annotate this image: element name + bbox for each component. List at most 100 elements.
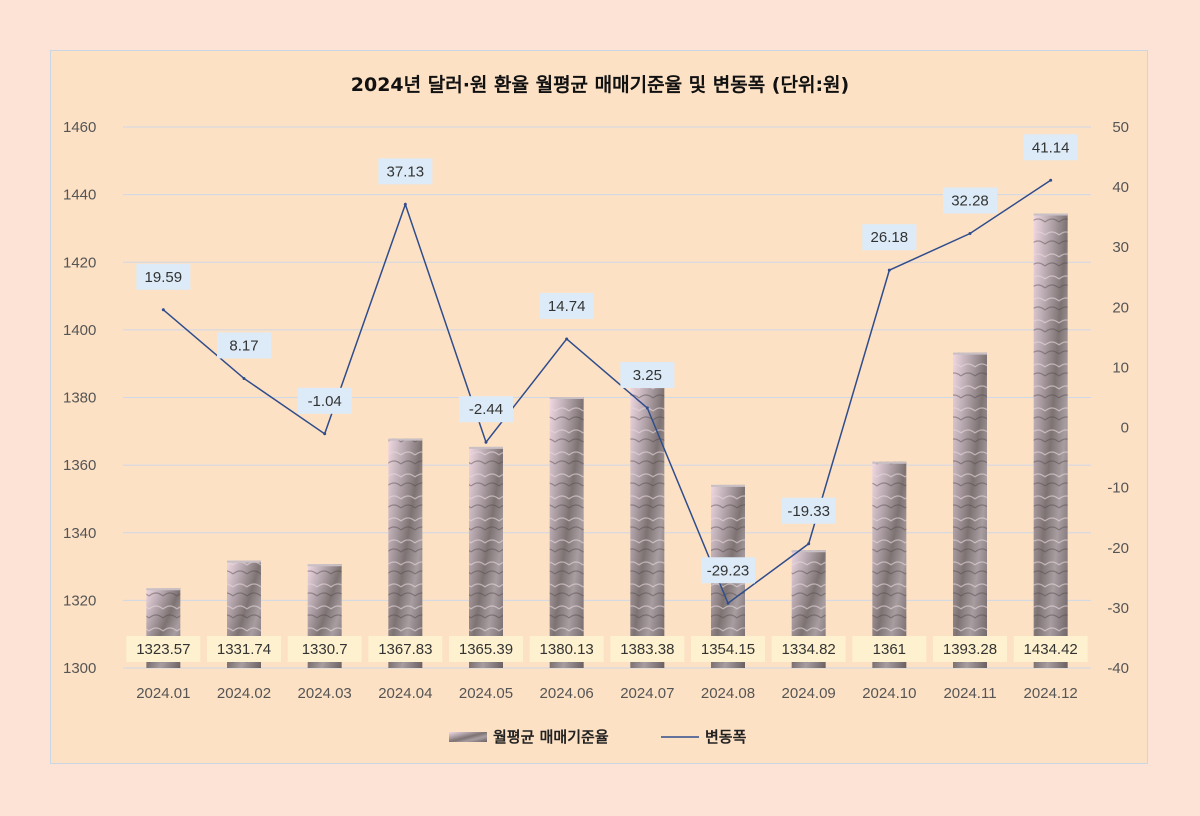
bar-data-label: 1334.82 [782, 641, 836, 658]
y-left-tick-label: 1380 [63, 390, 96, 407]
x-tick-label: 2024.09 [782, 685, 836, 702]
line-point [161, 308, 165, 312]
x-tick-label: 2024.01 [136, 685, 190, 702]
left-axis: 1300 1320 1340 1360 1380 1400 1420 1440 1460 [63, 119, 96, 677]
line-point [484, 440, 488, 444]
line-data-label-box [862, 224, 917, 251]
right-axis: -40 -30 -20 -10 0 10 20 30 40 50 [1107, 119, 1129, 677]
line-data-label-box [620, 362, 675, 389]
bar-data-label: 1393.28 [943, 641, 997, 658]
line-point [807, 542, 811, 546]
bar-texture [549, 397, 584, 668]
line-point [1049, 178, 1053, 182]
y-left-tick-label: 1440 [63, 187, 96, 204]
legend-label-line: 변동폭 [705, 728, 747, 746]
line-data-label: -2.44 [469, 401, 503, 418]
x-tick-label: 2024.07 [620, 685, 674, 702]
line-data-label: 32.28 [951, 193, 989, 210]
bar-texture [388, 438, 423, 668]
bar-data-label-box [933, 636, 1007, 662]
gridlines [123, 126, 1091, 669]
line-point [887, 268, 891, 272]
line-point [242, 376, 246, 380]
line-data-label: -19.33 [787, 503, 830, 520]
x-tick-label: 2024.02 [217, 685, 271, 702]
bar-data-label-box [1013, 636, 1088, 662]
line-point [645, 406, 649, 410]
bar-data-label: 1330.7 [302, 641, 348, 658]
legend: 월평균 매매기준율 변동폭 [449, 728, 747, 746]
y-right-tick-label: -40 [1107, 660, 1129, 677]
chart-svg: 2024년 달러·원 환율 월평균 매매기준율 및 변동폭 (단위:원) 132… [63, 74, 1129, 746]
bar-data-label: 1383.38 [620, 641, 674, 658]
line-data-label-box [378, 158, 433, 185]
line-data-label: -29.23 [707, 562, 750, 579]
bar-data-label: 1367.83 [378, 641, 432, 658]
y-left-tick-label: 1300 [63, 660, 96, 677]
bar-data-labels: 1323.57 1331.74 1330.7 1367.83 1365.39 1380.1… [126, 636, 1088, 662]
x-tick-label: 2024.06 [540, 685, 594, 702]
legend-label-bar: 월평균 매매기준율 [493, 728, 609, 746]
bar-texture [953, 352, 987, 668]
x-tick-label: 2024.12 [1024, 685, 1078, 702]
y-left-tick-label: 1360 [63, 457, 96, 474]
line-point [726, 601, 730, 605]
bar-data-label-box [852, 636, 927, 662]
line-data-label-box [136, 263, 191, 290]
y-left-tick-label: 1340 [63, 525, 96, 542]
line-data-label-box [781, 497, 836, 524]
bar-data-label-box [449, 636, 523, 662]
x-axis: 2024.01 2024.02 2024.03 2024.04 2024.05 2024.… [136, 685, 1078, 702]
line-path [162, 179, 1052, 605]
x-tick-label: 2024.04 [378, 685, 432, 702]
line-data-label-box [217, 332, 271, 359]
y-left-tick-label: 1420 [63, 254, 96, 271]
line-data-label-box [1023, 134, 1078, 161]
line-data-label: 41.14 [1032, 139, 1070, 156]
bar-data-label-box [368, 636, 443, 662]
bar-data-label: 1434.42 [1024, 641, 1078, 658]
bar-data-label: 1331.74 [217, 641, 271, 658]
line-data-label-box [943, 187, 997, 214]
line-data-label: 14.74 [548, 298, 586, 315]
chart-frame: 2024년 달러·원 환율 월평균 매매기준율 및 변동폭 (단위:원) 132… [50, 50, 1148, 764]
bar-data-label-box [610, 636, 685, 662]
bar-data-label-box [529, 636, 604, 662]
line-data-labels: 19.59 8.17 -1.04 37.13 -2.44 14.74 3.25 -29.23 -… [136, 134, 1078, 584]
x-tick-label: 2024.05 [459, 685, 513, 702]
bar-texture [872, 461, 907, 668]
line-data-label-box [297, 387, 352, 414]
bar-data-label: 1361 [873, 641, 906, 658]
y-right-tick-label: -30 [1107, 600, 1129, 617]
x-tick-label: 2024.08 [701, 685, 755, 702]
y-right-tick-label: 0 [1121, 420, 1129, 437]
bar-series [146, 213, 1068, 668]
x-tick-label: 2024.11 [943, 685, 996, 702]
y-right-tick-label: 20 [1112, 299, 1129, 316]
x-tick-label: 2024.10 [862, 685, 916, 702]
bar-texture [469, 446, 503, 668]
line-series [161, 178, 1053, 605]
line-data-label-box [539, 292, 594, 319]
line-data-label: 3.25 [633, 367, 662, 384]
bar-data-label: 1354.15 [701, 641, 755, 658]
line-data-label: 37.13 [387, 163, 425, 180]
line-point [565, 337, 569, 341]
bar-data-label-box [207, 636, 281, 662]
y-left-tick-label: 1320 [63, 592, 96, 609]
bar-data-label-box [126, 636, 201, 662]
bar-data-label: 1365.39 [459, 641, 513, 658]
y-right-tick-label: -20 [1107, 540, 1129, 557]
bar-data-label-box [691, 636, 765, 662]
bar-data-label-box [771, 636, 846, 662]
bar-texture [630, 386, 665, 668]
y-left-tick-label: 1460 [63, 119, 96, 136]
bar-texture [1033, 213, 1068, 668]
y-right-tick-label: 10 [1112, 359, 1129, 376]
line-data-label: 8.17 [229, 337, 258, 354]
line-data-label-box [459, 396, 513, 423]
bar-data-label: 1380.13 [540, 641, 594, 658]
legend-swatch-bar [449, 732, 487, 742]
line-data-label: -1.04 [308, 393, 342, 410]
y-left-tick-label: 1400 [63, 322, 96, 339]
